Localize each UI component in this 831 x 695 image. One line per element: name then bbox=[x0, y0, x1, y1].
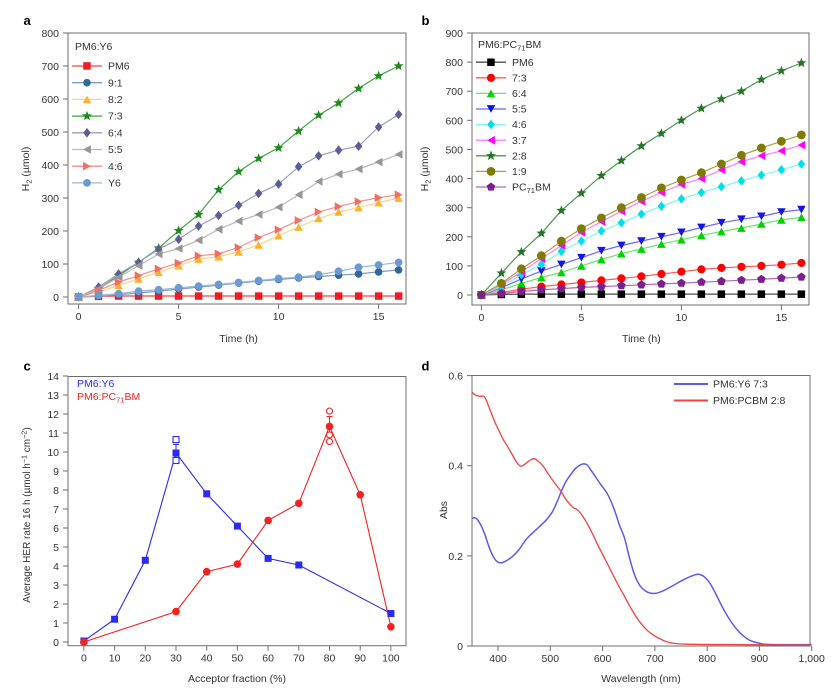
svg-text:Abs: Abs bbox=[438, 501, 450, 519]
svg-text:900: 900 bbox=[445, 28, 463, 40]
svg-text:PM6:PC71BM: PM6:PC71BM bbox=[478, 39, 541, 53]
svg-text:0.2: 0.2 bbox=[448, 551, 463, 563]
svg-text:12: 12 bbox=[47, 409, 59, 421]
svg-text:0: 0 bbox=[457, 290, 463, 302]
svg-text:600: 600 bbox=[445, 115, 463, 127]
svg-text:6:4: 6:4 bbox=[108, 127, 123, 139]
svg-text:a: a bbox=[24, 13, 32, 28]
svg-text:2: 2 bbox=[53, 599, 59, 611]
svg-text:0: 0 bbox=[478, 312, 484, 324]
svg-text:10: 10 bbox=[47, 447, 59, 459]
svg-text:PM6:PCBM 2:8: PM6:PCBM 2:8 bbox=[713, 395, 786, 407]
svg-text:1: 1 bbox=[53, 618, 59, 630]
svg-text:200: 200 bbox=[445, 232, 463, 244]
svg-text:0: 0 bbox=[76, 311, 82, 323]
svg-text:300: 300 bbox=[445, 203, 463, 215]
svg-text:5:5: 5:5 bbox=[512, 104, 527, 116]
svg-text:4:6: 4:6 bbox=[512, 119, 527, 131]
svg-text:20: 20 bbox=[139, 653, 151, 665]
svg-text:15: 15 bbox=[373, 311, 385, 323]
svg-text:500: 500 bbox=[41, 127, 59, 139]
svg-text:d: d bbox=[422, 359, 430, 374]
svg-text:40: 40 bbox=[201, 653, 213, 665]
svg-text:14: 14 bbox=[47, 371, 59, 383]
svg-text:800: 800 bbox=[445, 57, 463, 69]
svg-text:30: 30 bbox=[170, 653, 182, 665]
svg-text:500: 500 bbox=[542, 653, 560, 665]
svg-text:900: 900 bbox=[751, 653, 769, 665]
svg-text:Acceptor fraction (%): Acceptor fraction (%) bbox=[188, 673, 286, 685]
svg-text:PM6:Y6: PM6:Y6 bbox=[75, 41, 113, 53]
svg-text:700: 700 bbox=[646, 653, 664, 665]
svg-text:PM6: PM6 bbox=[512, 57, 534, 69]
svg-text:9:1: 9:1 bbox=[108, 77, 123, 89]
svg-text:Time (h): Time (h) bbox=[219, 333, 258, 345]
svg-text:700: 700 bbox=[41, 61, 59, 73]
svg-text:400: 400 bbox=[489, 653, 507, 665]
svg-text:3: 3 bbox=[53, 580, 59, 592]
svg-text:600: 600 bbox=[41, 94, 59, 106]
svg-text:9: 9 bbox=[53, 466, 59, 478]
svg-text:3:7: 3:7 bbox=[512, 135, 527, 147]
svg-text:0: 0 bbox=[53, 637, 59, 649]
svg-text:c: c bbox=[24, 359, 31, 374]
svg-text:0.6: 0.6 bbox=[448, 371, 463, 383]
svg-text:4: 4 bbox=[53, 561, 59, 573]
svg-text:b: b bbox=[422, 13, 430, 28]
svg-text:4:6: 4:6 bbox=[108, 161, 123, 173]
svg-text:11: 11 bbox=[48, 428, 59, 440]
svg-text:60: 60 bbox=[262, 653, 274, 665]
svg-text:7:3: 7:3 bbox=[512, 72, 527, 84]
svg-text:5: 5 bbox=[53, 542, 59, 554]
svg-text:H2 (µmol): H2 (µmol) bbox=[20, 147, 34, 192]
svg-text:Average HER rate 16 h (µmol h−: Average HER rate 16 h (µmol h−1 cm−2) bbox=[20, 427, 34, 602]
svg-text:80: 80 bbox=[324, 653, 336, 665]
svg-text:400: 400 bbox=[445, 174, 463, 186]
svg-text:90: 90 bbox=[354, 653, 366, 665]
svg-text:13: 13 bbox=[47, 390, 59, 402]
svg-text:50: 50 bbox=[232, 653, 244, 665]
svg-text:800: 800 bbox=[41, 28, 59, 40]
svg-text:5: 5 bbox=[176, 311, 182, 323]
svg-text:6:4: 6:4 bbox=[512, 88, 527, 100]
svg-text:Y6: Y6 bbox=[108, 178, 121, 190]
svg-text:PC71BM: PC71BM bbox=[512, 182, 551, 196]
svg-text:0.4: 0.4 bbox=[448, 461, 463, 473]
svg-text:100: 100 bbox=[382, 653, 400, 665]
svg-text:100: 100 bbox=[41, 259, 59, 271]
svg-text:7:3: 7:3 bbox=[108, 111, 123, 123]
svg-text:200: 200 bbox=[41, 226, 59, 238]
svg-text:H2 (µmol): H2 (µmol) bbox=[419, 147, 433, 192]
svg-text:1,000: 1,000 bbox=[799, 653, 825, 665]
svg-text:15: 15 bbox=[776, 312, 788, 324]
svg-text:400: 400 bbox=[41, 160, 59, 172]
svg-text:70: 70 bbox=[293, 653, 305, 665]
svg-text:0: 0 bbox=[53, 292, 59, 304]
svg-text:PM6: PM6 bbox=[108, 61, 130, 73]
svg-text:10: 10 bbox=[273, 311, 285, 323]
svg-text:1:9: 1:9 bbox=[512, 166, 527, 178]
svg-text:300: 300 bbox=[41, 193, 59, 205]
svg-text:500: 500 bbox=[445, 144, 463, 156]
svg-text:7: 7 bbox=[53, 504, 59, 516]
svg-text:5: 5 bbox=[578, 312, 584, 324]
svg-text:8: 8 bbox=[53, 485, 59, 497]
svg-text:10: 10 bbox=[676, 312, 688, 324]
svg-text:Wavelength (nm): Wavelength (nm) bbox=[601, 673, 681, 685]
svg-text:700: 700 bbox=[445, 86, 463, 98]
svg-text:PM6:PC71BM: PM6:PC71BM bbox=[77, 391, 140, 405]
svg-text:10: 10 bbox=[109, 653, 121, 665]
svg-text:PM6:Y6: PM6:Y6 bbox=[77, 378, 115, 390]
svg-text:2:8: 2:8 bbox=[512, 150, 527, 162]
svg-text:8:2: 8:2 bbox=[108, 94, 123, 106]
svg-text:0: 0 bbox=[457, 641, 463, 653]
svg-text:100: 100 bbox=[445, 261, 463, 273]
svg-text:6: 6 bbox=[53, 523, 59, 535]
svg-text:5:5: 5:5 bbox=[108, 144, 123, 156]
svg-text:PM6:Y6 7:3: PM6:Y6 7:3 bbox=[713, 379, 768, 391]
svg-text:Time (h): Time (h) bbox=[622, 333, 661, 345]
svg-text:600: 600 bbox=[594, 653, 612, 665]
svg-text:800: 800 bbox=[698, 653, 716, 665]
svg-text:0: 0 bbox=[81, 653, 87, 665]
